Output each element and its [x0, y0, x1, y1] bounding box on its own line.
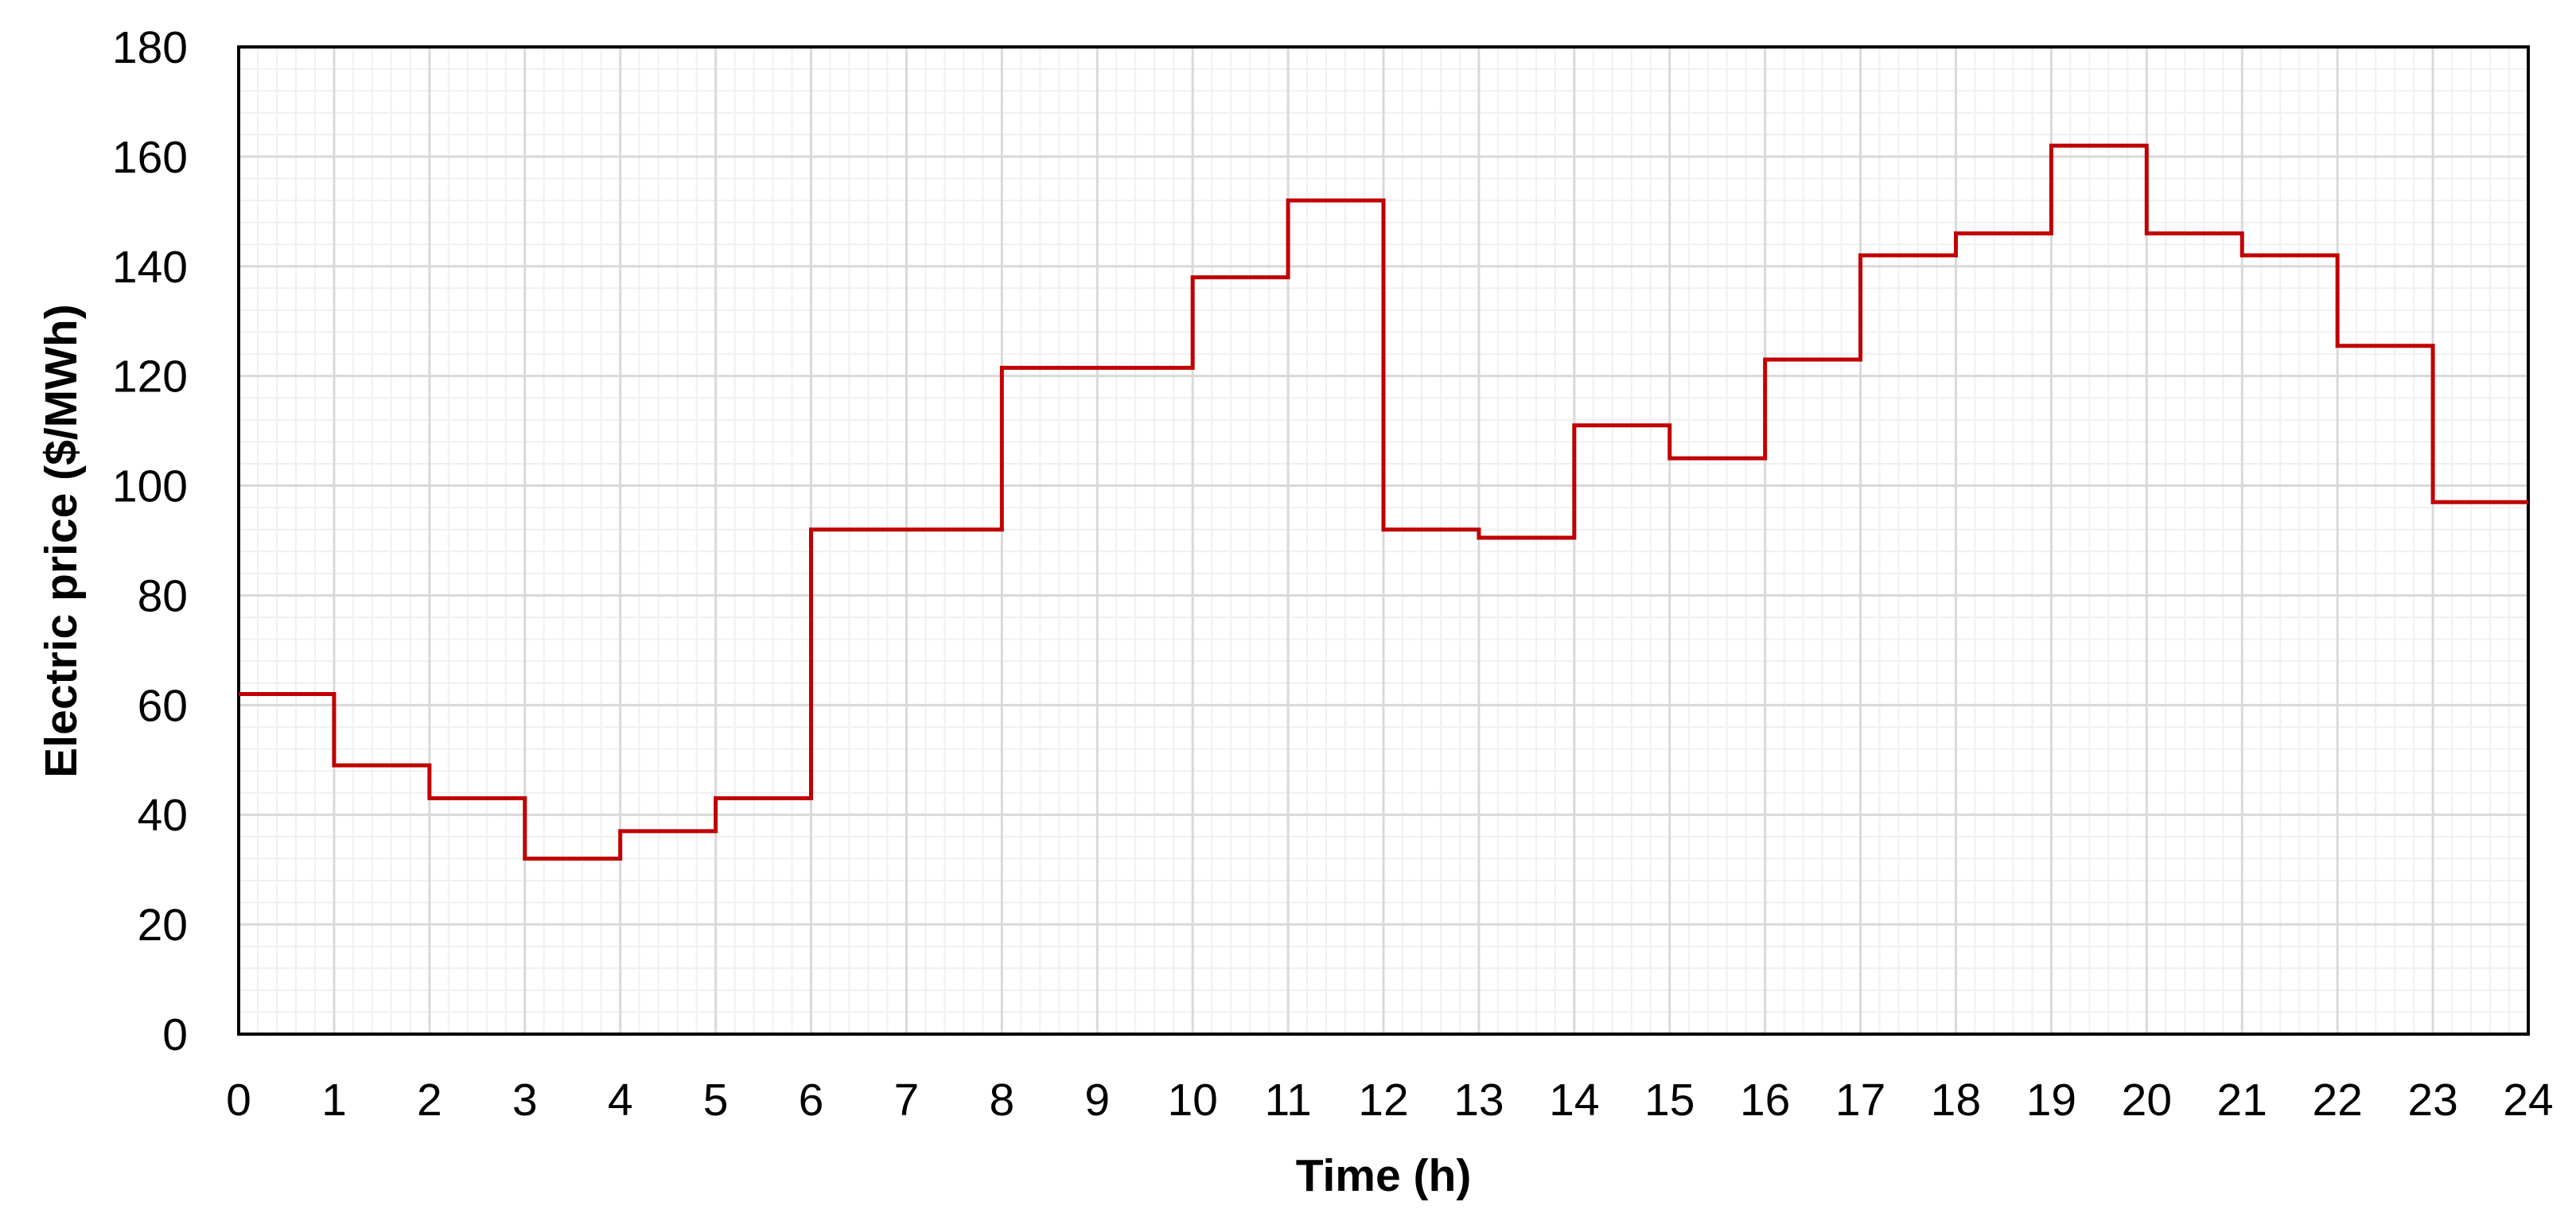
- x-tick-label: 18: [1931, 1075, 1981, 1126]
- y-axis-title: Electric price ($/MWh): [36, 304, 87, 777]
- x-tick-label: 3: [512, 1075, 538, 1126]
- x-axis-title: Time (h): [1296, 1150, 1472, 1201]
- x-tick-label: 7: [894, 1075, 920, 1126]
- y-tick-label: 100: [112, 461, 188, 512]
- x-tick-label: 1: [321, 1075, 347, 1126]
- x-tick-label: 15: [1644, 1075, 1695, 1126]
- x-tick-label: 13: [1453, 1075, 1504, 1126]
- series-layer: [239, 143, 2528, 861]
- x-tick-label: 14: [1549, 1075, 1599, 1126]
- x-tick-label: 2: [417, 1075, 442, 1126]
- x-tick-label: 12: [1358, 1075, 1408, 1126]
- x-tick-label: 21: [2217, 1075, 2267, 1126]
- y-axis-tick-labels: 0 20 40 60 80 100 120 140 160 180: [112, 22, 188, 1060]
- x-tick-label: 9: [1084, 1075, 1110, 1126]
- x-tick-label: 22: [2312, 1075, 2362, 1126]
- y-tick-label: 60: [138, 680, 188, 731]
- y-tick-label: 80: [138, 570, 188, 621]
- y-tick-label: 40: [138, 790, 188, 841]
- plot-area-frame: [237, 45, 2530, 1036]
- y-tick-label: 180: [112, 22, 188, 73]
- price-step-line: [239, 143, 2528, 861]
- x-tick-label: 0: [226, 1075, 251, 1126]
- x-tick-label: 6: [799, 1075, 824, 1126]
- x-tick-label: 8: [989, 1075, 1014, 1126]
- x-tick-label: 23: [2407, 1075, 2457, 1126]
- x-tick-label: 16: [1740, 1075, 1790, 1126]
- x-tick-label: 4: [608, 1075, 633, 1126]
- x-tick-label: 11: [1264, 1075, 1311, 1126]
- y-tick-label: 140: [112, 242, 188, 293]
- x-tick-label: 5: [703, 1075, 729, 1126]
- x-tick-label: 20: [2122, 1075, 2172, 1126]
- y-tick-label: 0: [162, 1009, 188, 1060]
- x-tick-label: 10: [1167, 1075, 1217, 1126]
- x-tick-label: 17: [1835, 1075, 1885, 1126]
- y-tick-label: 20: [138, 900, 188, 951]
- x-tick-label: 24: [2503, 1075, 2553, 1126]
- y-tick-label: 120: [112, 352, 188, 403]
- x-axis-tick-labels: 0 1 2 3 4 5 6 7 8 9 10 11 12 13 14 15 16 17 18 19 20 21 22 23 24: [226, 1075, 2554, 1126]
- x-tick-label: 19: [2026, 1075, 2076, 1126]
- y-tick-label: 160: [112, 132, 188, 183]
